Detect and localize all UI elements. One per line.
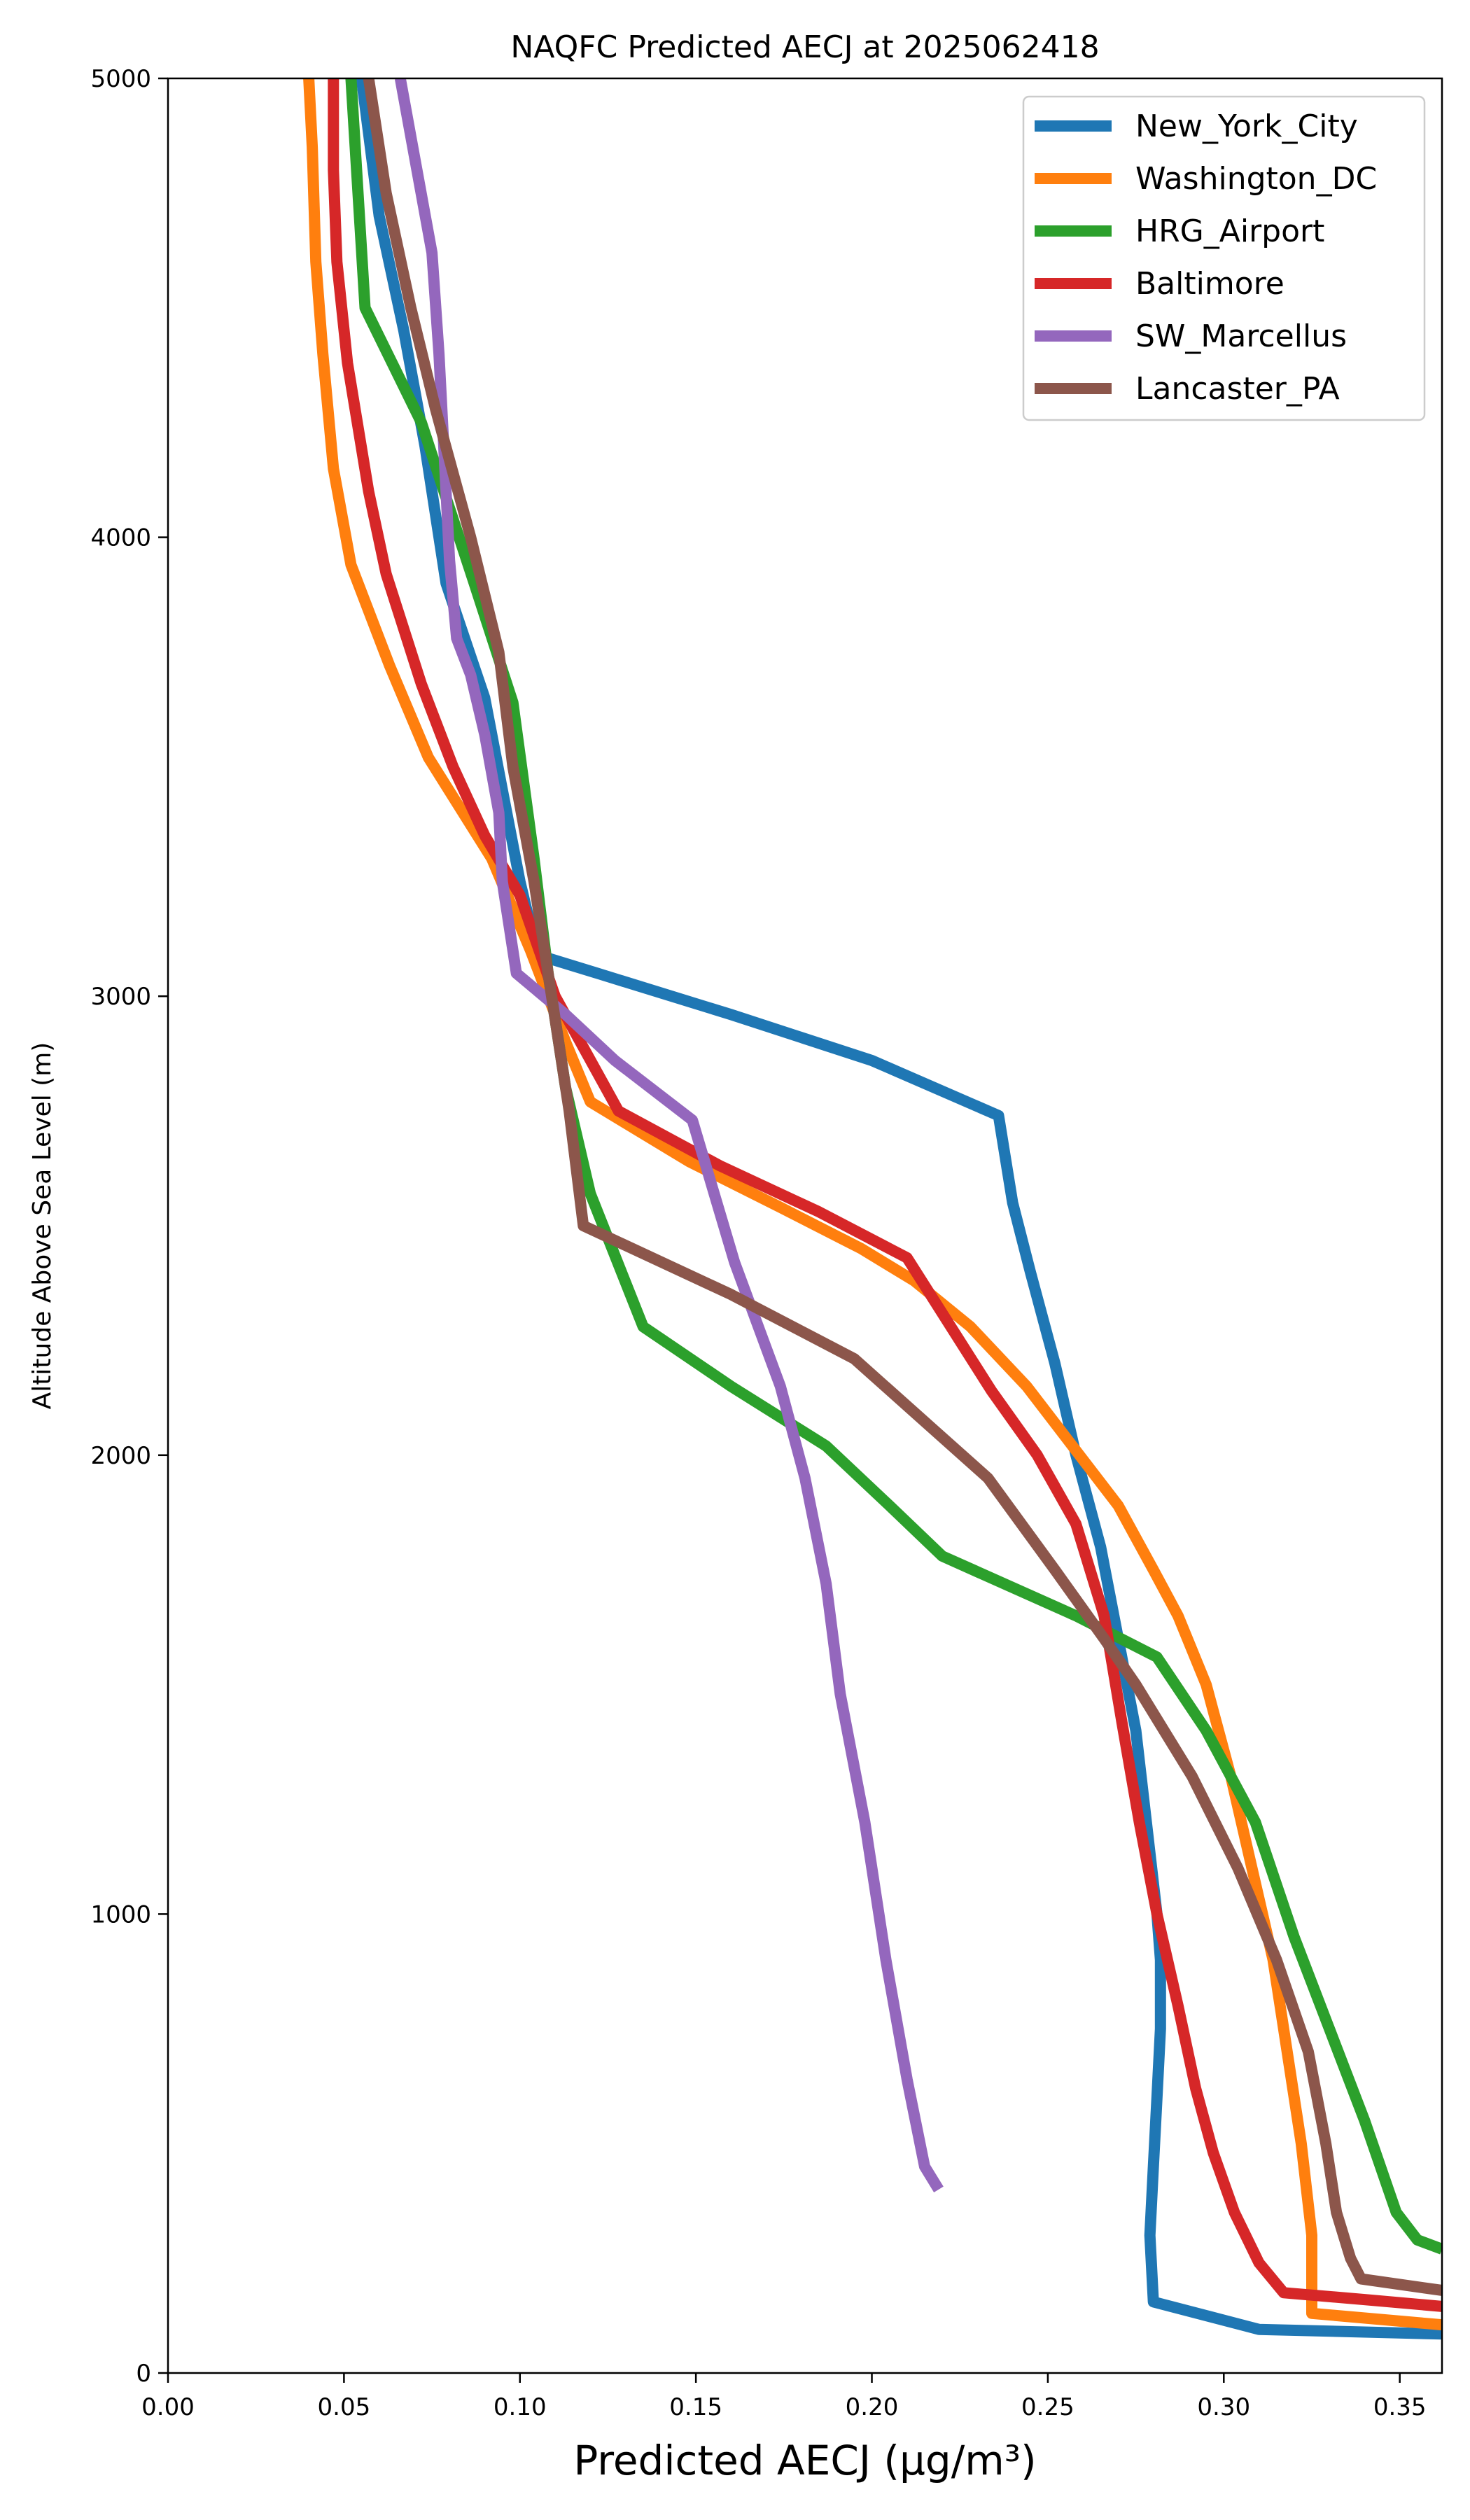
x-tick-label: 0.20: [846, 2393, 899, 2421]
legend-box: [1022, 95, 1426, 421]
x-axis: 0.00 0.05 0.10 0.15 0.20 0.25 0.30 0.35: [141, 2373, 1427, 2421]
series-line-sw-marcellus: [394, 78, 944, 2192]
x-tick-label: 0.30: [1197, 2393, 1250, 2421]
x-tick-label: 0.35: [1373, 2393, 1427, 2421]
x-axis-label: Predicted AECJ (μg/m³): [573, 2437, 1036, 2484]
y-axis: 0 1000 2000 3000 4000 5000: [90, 65, 168, 2388]
x-tick-label: 0.25: [1021, 2393, 1074, 2421]
legend-label: HRG_Airport: [1135, 214, 1324, 249]
x-tick-label: 0.15: [669, 2393, 722, 2421]
series-line-new-york-city: [356, 78, 1442, 2340]
legend: New_York_City Washington_DC HRG_Airport Bal…: [1022, 95, 1426, 421]
y-tick-label: 4000: [90, 524, 151, 552]
x-tick-label: 0.05: [318, 2393, 371, 2421]
y-axis-label: Altitude Above Sea Level (m): [28, 1042, 57, 1410]
plot-frame: [167, 77, 1443, 2374]
y-tick-label: 1000: [90, 1900, 151, 1928]
series-line-lancaster-pa: [363, 78, 1442, 2296]
x-tick-label: 0.00: [141, 2393, 195, 2421]
y-tick-label: 5000: [90, 65, 151, 93]
legend-label: Baltimore: [1135, 266, 1284, 302]
x-tick-label: 0.10: [493, 2393, 547, 2421]
chart-title: NAQFC Predicted AECJ at 2025062418: [510, 29, 1099, 65]
y-tick-label: 0: [136, 2360, 151, 2388]
legend-label: New_York_City: [1135, 108, 1358, 144]
y-tick-label: 2000: [90, 1442, 151, 1470]
legend-label: SW_Marcellus: [1135, 318, 1347, 354]
y-tick-label: 3000: [90, 983, 151, 1011]
legend-label: Lancaster_PA: [1135, 371, 1340, 407]
series-line-baltimore: [328, 78, 1442, 2312]
series-layer: [303, 78, 1442, 2340]
legend-label: Washington_DC: [1135, 161, 1377, 197]
